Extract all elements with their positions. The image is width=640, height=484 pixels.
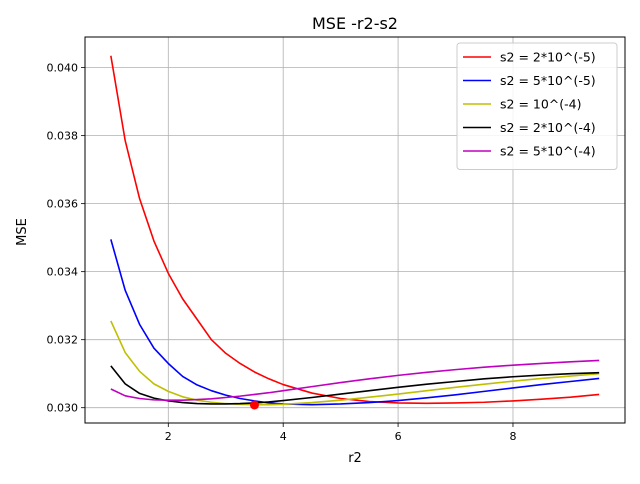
x-tick-label: 2 (165, 430, 172, 443)
x-axis-label: r2 (348, 451, 362, 466)
y-tick-label: 0.038 (47, 130, 79, 143)
x-tick-label: 8 (509, 430, 516, 443)
y-tick-label: 0.036 (47, 198, 79, 211)
series-line-2 (110, 239, 600, 406)
legend-label: s2 = 5*10^(-4) (500, 144, 596, 159)
series-lines (110, 55, 600, 406)
axis-ticks: 2 4 6 8 0.030 0.032 0.034 0.036 0.038 0.040 (47, 62, 517, 443)
legend: s2 = 2*10^(-5) s2 = 5*10^(-5) s2 = 10^(-4)… (456, 42, 618, 170)
highlight-markers (249, 400, 259, 410)
y-tick-label: 0.032 (47, 334, 79, 347)
legend-label: s2 = 2*10^(-5) (500, 50, 596, 65)
axes-frame (84, 36, 626, 424)
legend-box (456, 42, 618, 170)
series-line-3 (110, 320, 600, 406)
series-line-5 (110, 359, 600, 402)
legend-label: s2 = 5*10^(-5) (500, 73, 596, 88)
y-tick-label: 0.040 (47, 62, 79, 75)
x-tick-label: 4 (280, 430, 287, 443)
minimum-point-marker (249, 400, 259, 410)
y-axis-label: MSE (15, 218, 30, 246)
y-tick-label: 0.034 (47, 266, 79, 279)
legend-label: s2 = 10^(-4) (500, 97, 581, 112)
series-line-1 (110, 55, 600, 405)
legend-label: s2 = 2*10^(-4) (500, 120, 596, 135)
chart-title: MSE -r2-s2 (312, 14, 398, 33)
x-tick-label: 6 (395, 430, 402, 443)
y-tick-label: 0.030 (47, 402, 79, 415)
